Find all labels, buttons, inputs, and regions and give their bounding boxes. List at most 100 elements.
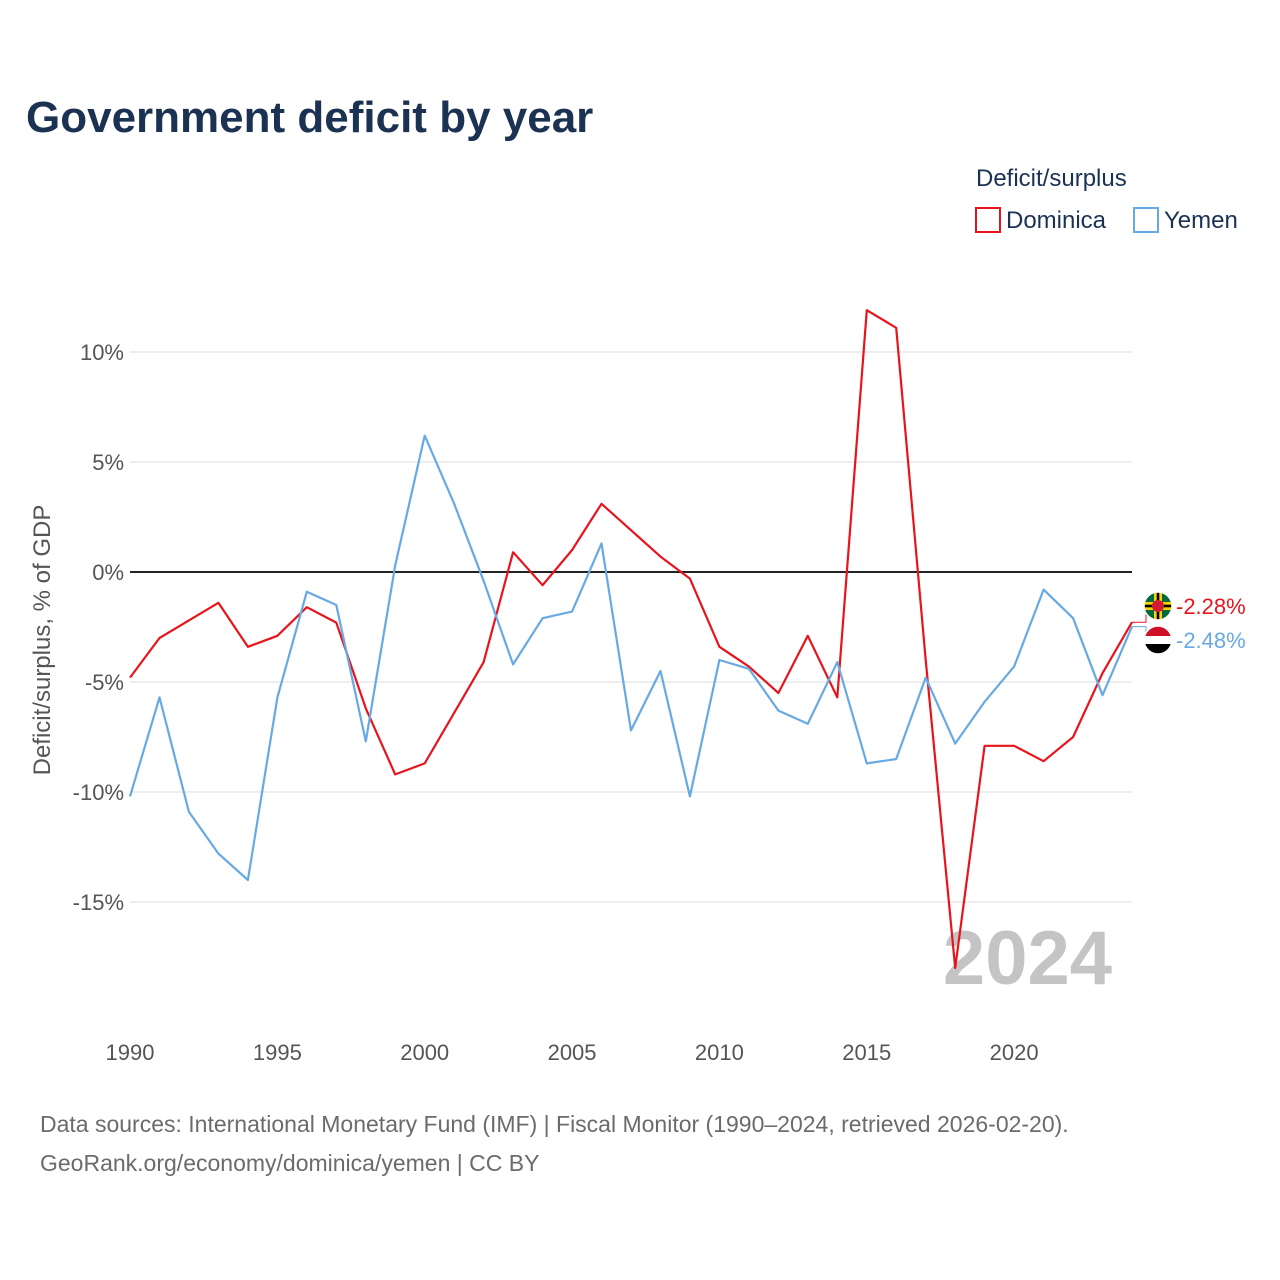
data-point-yemen[interactable] [569,609,575,615]
data-point-yemen[interactable] [274,694,280,700]
data-point-dominica[interactable] [540,582,546,588]
data-point-dominica[interactable] [687,576,693,582]
data-point-dominica[interactable] [392,771,398,777]
data-point-yemen[interactable] [746,666,752,672]
data-point-dominica[interactable] [156,635,162,641]
data-point-dominica[interactable] [864,307,870,313]
data-point-dominica[interactable] [363,705,369,711]
data-point-dominica[interactable] [422,760,428,766]
x-axis-ticks: 1990 1995 2000 2005 2010 2015 2020 [106,1040,1039,1065]
data-point-yemen[interactable] [1041,587,1047,593]
data-point-yemen[interactable] [923,675,929,681]
data-point-yemen[interactable] [333,602,339,608]
series-line-dominica[interactable] [129,309,1133,970]
source-line-2[interactable]: GeoRank.org/economy/dominica/yemen | CC … [40,1150,539,1176]
data-point-yemen[interactable] [864,760,870,766]
data-point-yemen[interactable] [1011,664,1017,670]
yemen-flag-icon [1143,625,1173,655]
dominica-flag-icon [1143,591,1173,621]
legend-label-dominica[interactable]: Dominica [1006,207,1107,234]
data-point-yemen[interactable] [599,540,605,546]
data-point-dominica[interactable] [510,549,516,555]
legend-swatch-dominica[interactable] [975,207,1001,233]
data-point-yemen[interactable] [481,578,487,584]
data-point-dominica[interactable] [186,617,192,623]
data-point-dominica[interactable] [982,743,988,749]
data-point-yemen[interactable] [952,741,958,747]
data-point-yemen[interactable] [657,668,663,674]
data-point-yemen[interactable] [392,562,398,568]
data-point-dominica[interactable] [569,547,575,553]
x-tick-label: 2010 [695,1040,744,1065]
x-tick-label: 2000 [400,1040,449,1065]
data-point-yemen[interactable] [775,708,781,714]
y-axis-ticks: 10% 5% 0% -5% -10% -15% [73,340,124,915]
data-point-dominica[interactable] [952,965,958,971]
end-markers: -2.28% -2.48% [1132,591,1246,655]
data-point-yemen[interactable] [127,793,133,799]
data-point-yemen[interactable] [156,694,162,700]
data-point-yemen[interactable] [1100,692,1106,698]
series-line-yemen[interactable] [128,434,1134,882]
data-point-dominica[interactable] [274,633,280,639]
legend-label-yemen[interactable]: Yemen [1164,207,1238,234]
data-point-dominica[interactable] [1100,670,1106,676]
data-point-yemen[interactable] [893,756,899,762]
legend-title: Deficit/surplus [976,165,1127,192]
data-point-dominica[interactable] [1011,743,1017,749]
end-value-label-dominica: -2.28% [1176,594,1246,619]
y-axis-label: Deficit/surplus, % of GDP [29,505,56,776]
data-point-yemen[interactable] [834,659,840,665]
data-point-dominica[interactable] [628,527,634,533]
data-point-yemen[interactable] [363,738,369,744]
end-value-label-yemen: -2.48% [1176,628,1246,653]
x-tick-label: 2015 [842,1040,891,1065]
x-tick-label: 1990 [106,1040,155,1065]
data-point-yemen[interactable] [186,809,192,815]
data-point-dominica[interactable] [1041,758,1047,764]
data-point-dominica[interactable] [775,690,781,696]
data-point-dominica[interactable] [599,501,605,507]
data-point-dominica[interactable] [1070,734,1076,740]
data-point-yemen[interactable] [687,793,693,799]
x-tick-label: 2005 [548,1040,597,1065]
x-tick-label: 1995 [253,1040,302,1065]
data-point-yemen[interactable] [215,851,221,857]
legend: Deficit/surplus Dominica Yemen [975,165,1238,234]
y-tick-label: -15% [73,890,124,915]
data-point-dominica[interactable] [304,604,310,610]
data-point-dominica[interactable] [481,659,487,665]
gridlines [130,351,1132,903]
data-point-dominica[interactable] [893,325,899,331]
data-point-yemen[interactable] [716,657,722,663]
data-point-dominica[interactable] [333,620,339,626]
series-yemen [127,433,1134,883]
data-point-yemen[interactable] [540,615,546,621]
data-point-yemen[interactable] [245,877,251,883]
data-point-yemen[interactable] [982,699,988,705]
data-point-dominica[interactable] [834,694,840,700]
data-point-dominica[interactable] [245,644,251,650]
data-point-yemen[interactable] [451,501,457,507]
data-point-yemen[interactable] [422,433,428,439]
data-point-yemen[interactable] [805,721,811,727]
y-tick-label: 10% [80,340,124,365]
legend-swatch-yemen[interactable] [1133,207,1159,233]
y-tick-label: -5% [85,670,124,695]
data-point-dominica[interactable] [451,710,457,716]
data-point-dominica[interactable] [805,633,811,639]
data-point-dominica[interactable] [657,554,663,560]
chart-title: Government deficit by year [26,93,593,142]
year-watermark: 2024 [943,916,1112,1001]
data-point-dominica[interactable] [716,644,722,650]
data-point-yemen[interactable] [304,589,310,595]
data-point-dominica[interactable] [127,675,133,681]
y-tick-label: -10% [73,780,124,805]
data-point-dominica[interactable] [923,657,929,663]
source-line-1: Data sources: International Monetary Fun… [40,1111,1069,1137]
data-point-yemen[interactable] [510,661,516,667]
data-point-dominica[interactable] [215,600,221,606]
series-lines [127,307,1134,971]
data-point-yemen[interactable] [628,727,634,733]
data-point-yemen[interactable] [1070,615,1076,621]
